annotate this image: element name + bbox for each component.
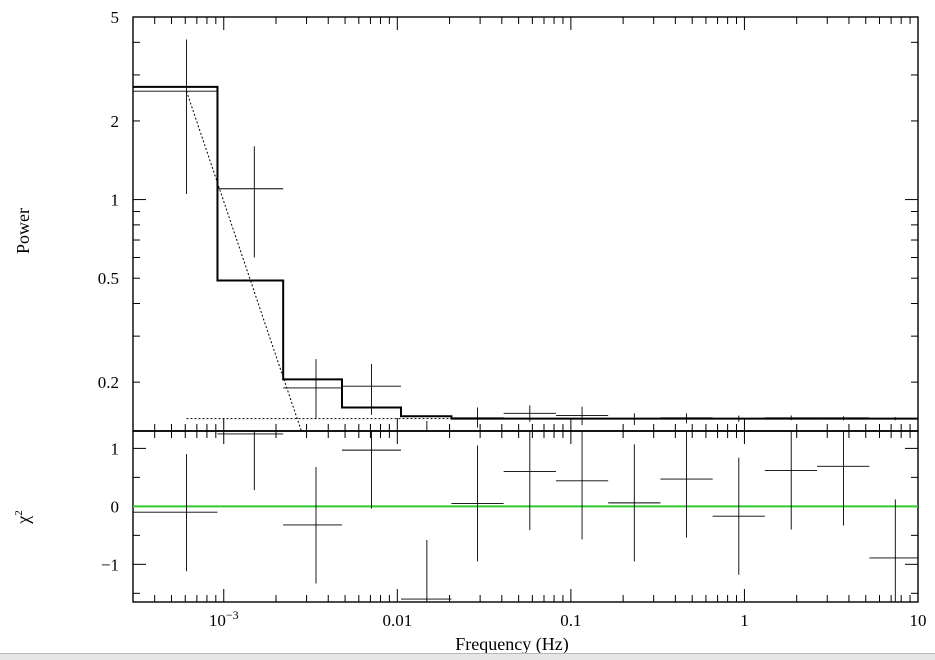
data-point xyxy=(660,413,713,424)
data-point xyxy=(341,363,401,415)
residual-point xyxy=(555,431,609,540)
residual-point xyxy=(217,431,284,491)
y-tick-label: 0 xyxy=(111,497,120,516)
residual-point xyxy=(608,444,661,562)
axis-titles: Power χ2 Frequency (Hz) xyxy=(13,208,569,655)
data-point xyxy=(283,359,342,419)
residual-point xyxy=(660,431,713,538)
data-point xyxy=(400,420,452,431)
y-axis-title-chi: χ2 xyxy=(13,510,33,525)
residual-point xyxy=(133,454,218,572)
residual-point xyxy=(283,466,342,584)
data-point xyxy=(503,405,556,422)
residual-point xyxy=(341,431,401,509)
chi-symbol: χ xyxy=(13,516,33,525)
window-bottom-edge xyxy=(0,653,935,660)
residual-point xyxy=(400,539,452,602)
power-plot-frame xyxy=(132,16,919,432)
residual-point xyxy=(764,431,818,530)
residual-point xyxy=(451,445,504,562)
x-tick-label: 0.01 xyxy=(382,611,412,630)
x-tick-label: 1 xyxy=(740,611,749,630)
residual-panel: 10−3 0.01 0.1 1 10−101 xyxy=(101,430,927,630)
x-tick-label-base: 0.1 xyxy=(560,611,581,630)
y-axis-title-power: Power xyxy=(13,208,33,254)
y-tick-label: 5 xyxy=(111,8,120,27)
y-tick-label: 1 xyxy=(111,439,120,458)
residual-plot-frame xyxy=(132,430,919,603)
powerlaw-component-line xyxy=(186,91,302,431)
power-data-layer xyxy=(133,39,918,431)
x-axis-title: Frequency (Hz) xyxy=(455,634,568,655)
data-point xyxy=(217,146,284,258)
data-point xyxy=(608,413,661,426)
y-tick-label: 0.5 xyxy=(98,269,119,288)
data-point xyxy=(764,415,818,421)
residual-point xyxy=(817,431,870,526)
data-point xyxy=(451,407,504,428)
data-point xyxy=(869,417,918,421)
x-tick-label: 10 xyxy=(910,611,927,630)
data-point xyxy=(555,406,609,426)
y-tick-label: 1 xyxy=(111,191,120,210)
y-tick-label: 2 xyxy=(111,112,120,131)
residual-data-layer xyxy=(133,431,918,602)
model-step-line xyxy=(133,85,918,420)
x-tick-label-base: 10 xyxy=(209,611,226,630)
y-tick-label: −1 xyxy=(101,555,119,574)
y-tick-label: 0.2 xyxy=(98,373,119,392)
x-tick-label-base: 0.01 xyxy=(382,611,412,630)
x-tick-label-exponent: −3 xyxy=(226,608,239,622)
x-tick-label-base: 10 xyxy=(910,611,927,630)
data-point xyxy=(712,415,765,422)
data-point xyxy=(133,39,218,195)
residual-point xyxy=(712,457,765,575)
x-tick-label-base: 1 xyxy=(740,611,749,630)
data-point xyxy=(817,416,870,421)
residual-point xyxy=(869,499,918,602)
x-tick-label: 0.1 xyxy=(560,611,581,630)
power-panel: 0.2 0.5 1 2 5 xyxy=(98,8,919,432)
chi-superscript: 2 xyxy=(13,510,25,516)
residual-point xyxy=(503,431,556,531)
x-tick-label: 10−3 xyxy=(209,608,239,630)
